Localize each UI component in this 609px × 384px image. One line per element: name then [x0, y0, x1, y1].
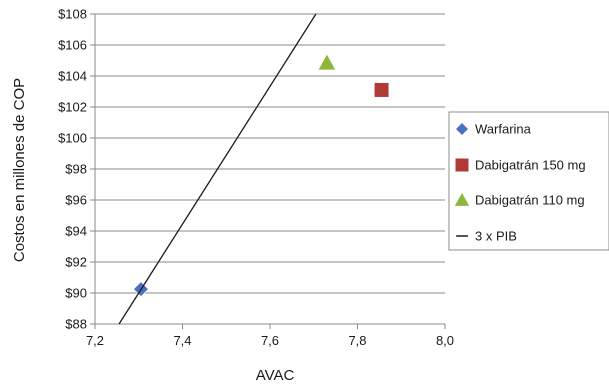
- legend-label: 3 x PIB: [475, 229, 517, 244]
- x-axis-title: AVAC: [256, 367, 295, 384]
- x-tick-label: 7,6: [261, 333, 279, 348]
- x-tick-label: 7,2: [86, 333, 104, 348]
- legend-label: Dabigatrán 150 mg: [475, 158, 586, 173]
- legend: Warfarina Dabigatrán 150 mg Dabigatrán 110…: [448, 111, 609, 251]
- y-axis-title: Costos en millones de COP: [11, 78, 28, 262]
- y-tick-label: $96: [65, 193, 87, 208]
- dabigatran-110-point: [318, 54, 336, 70]
- y-tick-label: $104: [58, 69, 87, 84]
- y-tick-label: $100: [58, 131, 87, 146]
- dabigatran-150-point: [374, 82, 389, 97]
- y-tick-label: $108: [58, 7, 87, 22]
- x-tick-label: 8,0: [436, 333, 454, 348]
- x-tick-label: 7,8: [348, 333, 366, 348]
- y-tick-label: $88: [65, 317, 87, 332]
- x-tick-label: 7,4: [173, 333, 191, 348]
- legend-marker-warfarina: [454, 121, 470, 137]
- y-tick-label: $90: [65, 286, 87, 301]
- chart-marks: [118, 13, 389, 325]
- legend-box: [448, 111, 609, 251]
- y-tick-label: $94: [65, 224, 87, 239]
- y-tick-label: $102: [58, 100, 87, 115]
- threshold-line: [118, 13, 317, 325]
- legend-marker-dabigatran-110: [454, 192, 470, 206]
- legend-marker-dabigatran-150: [455, 158, 469, 172]
- gridlines: [95, 13, 445, 325]
- y-tick-label: $98: [65, 162, 87, 177]
- legend-label: Warfarina: [475, 122, 532, 137]
- axes: [90, 13, 446, 329]
- y-tick-label: $92: [65, 255, 87, 270]
- y-tick-labels: $88 $90 $92 $94 $96 $98 $100 $102 $104 $106 $108: [58, 7, 87, 332]
- y-tick-label: $106: [58, 38, 87, 53]
- x-tick-labels: 7,2 7,4 7,6 7,8 8,0: [86, 333, 454, 348]
- legend-label: Dabigatrán 110 mg: [475, 193, 585, 208]
